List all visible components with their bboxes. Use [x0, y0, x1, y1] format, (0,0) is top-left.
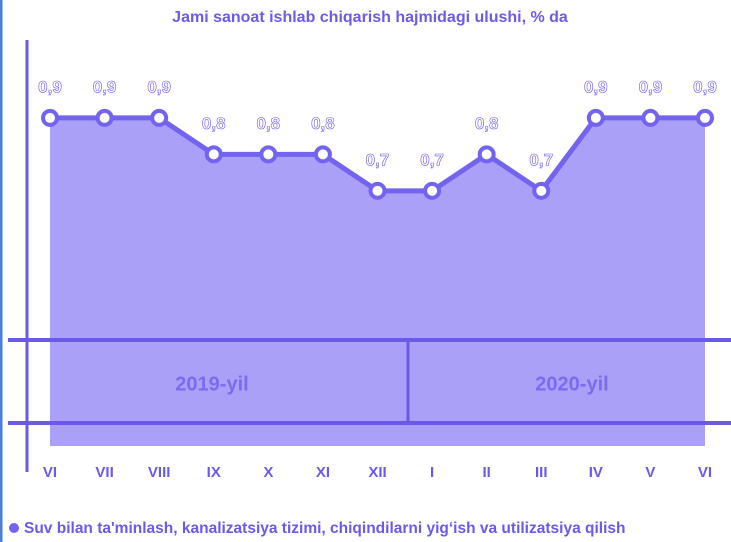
x-tick-label: X	[263, 464, 273, 481]
marker	[95, 108, 114, 127]
marker	[41, 108, 59, 127]
x-tick-label: VI	[698, 464, 712, 481]
legend-label: Suv bilan ta'minlash, kanalizatsiya tizi…	[24, 520, 625, 537]
marker	[586, 108, 605, 127]
x-tick-label: III	[535, 464, 548, 481]
marker	[477, 145, 496, 164]
data-label: 0,9	[584, 77, 608, 96]
marker	[313, 145, 332, 164]
data-label: 0,9	[38, 77, 62, 96]
x-tick-label: XI	[316, 464, 330, 481]
data-label: 0,8	[202, 114, 226, 133]
marker	[259, 145, 278, 164]
marker	[696, 108, 714, 127]
marker	[641, 108, 660, 127]
marker	[368, 181, 387, 200]
legend-marker	[9, 523, 19, 533]
data-label: 0,8	[475, 114, 499, 133]
data-label: 0,9	[93, 77, 117, 96]
x-tick-label: VIII	[148, 464, 171, 481]
x-tick-label: II	[482, 464, 490, 481]
data-label: 0,8	[311, 114, 335, 133]
marker	[532, 181, 551, 200]
chart-title: Jami sanoat ishlab chiqarish hajmidagi u…	[172, 9, 568, 26]
x-tick-label: V	[645, 464, 655, 481]
x-tick-label: VI	[43, 464, 57, 481]
data-label: 0,7	[529, 150, 553, 169]
data-label: 0,9	[693, 77, 717, 96]
data-label: 0,7	[420, 150, 444, 169]
x-tick-label: IX	[207, 464, 221, 481]
data-label: 0,7	[366, 150, 390, 169]
x-tick-label: IV	[589, 464, 603, 481]
marker	[423, 181, 442, 200]
marker	[204, 145, 223, 164]
annotation: 2020-yil	[535, 373, 608, 395]
data-label: 0,9	[639, 77, 663, 96]
x-tick-label: I	[430, 464, 434, 481]
annotation: 2019-yil	[175, 373, 248, 395]
data-label: 0,8	[257, 114, 281, 133]
data-label: 0,9	[147, 77, 171, 96]
area	[50, 117, 705, 446]
x-tick-label: XII	[368, 464, 386, 481]
marker	[150, 108, 169, 127]
x-tick-label: VII	[95, 464, 113, 481]
